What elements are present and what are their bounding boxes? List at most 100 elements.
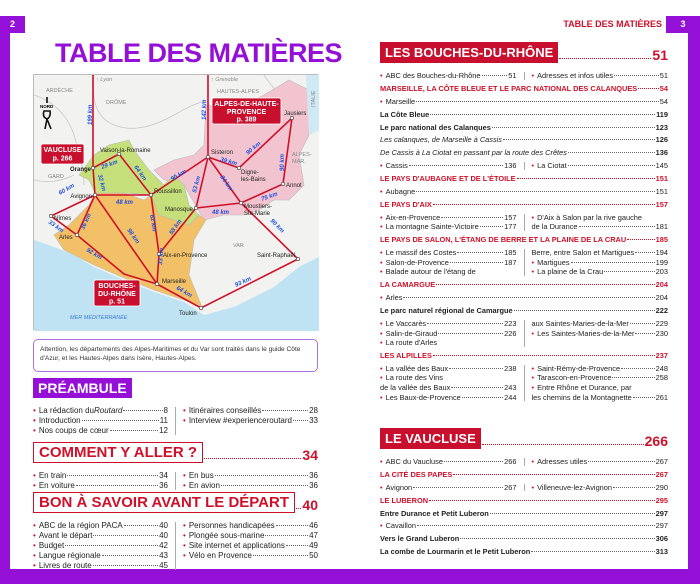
page-number: 47 [309, 531, 318, 540]
section-heading[interactable]: PRÉAMBULE [33, 378, 318, 398]
toc-entry[interactable]: • Interview #experienceroutard 33 [183, 416, 318, 426]
toc-entry[interactable]: de la Durance 181 [532, 222, 669, 232]
toc-entry[interactable]: • D'Aix à Salon par la rive gauche [532, 213, 669, 223]
place-lyon: ↑ Lyon [96, 77, 112, 83]
toc-entry[interactable]: • En bus 36 [183, 471, 318, 481]
toc-entry[interactable]: • La vallée des Baux 238 [380, 364, 517, 374]
toc-entry[interactable]: • ABC des Bouches-du-Rhône 51 [380, 71, 517, 81]
section-heading[interactable]: COMMENT Y ALLER ? 34 [33, 442, 318, 463]
toc-entry[interactable]: • La montagne Sainte-Victoire 177 [380, 222, 517, 232]
subsection-heading[interactable]: LE PAYS DE SALON, L'ÉTANG DE BERRE ET LA… [380, 235, 668, 245]
toc-entry[interactable]: • La rédaction du Routard 8 [33, 406, 168, 416]
toc-entry[interactable]: • En avion 36 [183, 481, 318, 491]
page-number: 50 [309, 551, 318, 560]
toc-entry[interactable]: • Martigues 199 [532, 258, 669, 268]
toc-entry[interactable]: Berre, entre Salon et Martigues 194 [532, 248, 669, 258]
toc-entry[interactable]: • Balade autour de l'étang de [380, 267, 517, 277]
toc-entry[interactable]: • Cavaillon 297 [380, 521, 668, 531]
toc-entry[interactable]: • Les Saintes-Maries-de-la-Mer 230 [532, 329, 669, 339]
dotted-leader [481, 75, 508, 76]
toc-entry[interactable]: • Salon-de-Provence 187 [380, 258, 517, 268]
toc-entry[interactable]: • Avant le départ 40 [33, 531, 168, 541]
toc-entry[interactable]: Le parc national des Calanques 123 [380, 123, 668, 133]
svg-text:BOUCHES-: BOUCHES- [98, 283, 136, 290]
tag-alpes-de-haute-provence[interactable]: ALPES-DE-HAUTE- PROVENCE p. 389 [211, 97, 282, 125]
toc-entry[interactable]: • Aix-en-Provence 157 [380, 213, 517, 223]
subsection-heading[interactable]: LA CAMARGUE 204 [380, 280, 668, 290]
toc-entry[interactable]: • Itinéraires conseillés 28 [183, 406, 318, 416]
toc-entry[interactable]: • Site internet et applications 49 [183, 541, 318, 551]
toc-entry[interactable]: • En train 34 [33, 471, 168, 481]
toc-entry[interactable]: • La route d'Arles [380, 338, 517, 348]
toc-entry[interactable]: Le parc naturel régional de Camargue 222 [380, 306, 668, 316]
toc-entry[interactable]: aux Saintes-Maries-de-la-Mer 229 [532, 319, 669, 329]
section-heading[interactable]: LES BOUCHES-DU-RHÔNE 51 [380, 42, 668, 63]
toc-entry[interactable]: • Villeneuve-lez-Avignon 290 [532, 483, 669, 493]
subsection-heading[interactable]: LA CITÉ DES PAPES 267 [380, 470, 668, 480]
toc-entry[interactable]: • La plaine de la Crau 203 [532, 267, 669, 277]
bullet-icon: • [380, 257, 383, 267]
section-heading[interactable]: LE VAUCLUSE 266 [380, 428, 668, 449]
toc-entry[interactable]: • Le Vaccarès 223 [380, 319, 517, 329]
toc-entry[interactable]: • Le massif des Costes 185 [380, 248, 517, 258]
tag-bouches-du-rhone[interactable]: BOUCHES- DU-RHÔNE p. 51 [93, 279, 141, 307]
toc-entry[interactable]: • Introduction 11 [33, 416, 168, 426]
toc-entry[interactable]: • Personnes handicapées 46 [183, 521, 318, 531]
entry-label: Le Vaccarès [385, 318, 427, 328]
place-orange: Orange [70, 167, 92, 173]
svg-text:PROVENCE: PROVENCE [227, 109, 267, 116]
bullet-icon: • [33, 481, 36, 490]
entry-label: En train [38, 471, 67, 480]
column-divider [523, 162, 525, 170]
dotted-leader [416, 191, 655, 193]
toc-entry[interactable]: La Côte Bleue 119 [380, 110, 668, 120]
toc-entry[interactable]: • Entre Rhône et Durance, par [532, 383, 669, 393]
toc-entry[interactable]: • Langue régionale 43 [33, 551, 168, 561]
toc-entry[interactable]: • Plongée sous-marine 47 [183, 531, 318, 541]
toc-entry[interactable]: • La route des Vins [380, 373, 517, 383]
subsection-heading[interactable]: LE LUBERON 295 [380, 496, 668, 506]
subsection-heading[interactable]: LE PAYS D'AUBAGNE ET DE L'ÉTOILE 151 [380, 174, 668, 184]
toc-entry[interactable]: • Les Baux-de-Provence 244 [380, 393, 517, 403]
toc-entry[interactable]: • Budget 42 [33, 541, 168, 551]
toc-entry[interactable]: • Livres de route 45 [33, 561, 168, 571]
toc-entry[interactable]: • ABC du Vaucluse 266 [380, 457, 517, 467]
place-vaison: Vaison-la-Romaine [100, 148, 151, 154]
svg-text:p. 389: p. 389 [237, 117, 257, 124]
tag-vaucluse[interactable]: VAUCLUSE p. 266 [40, 143, 85, 165]
toc-entry[interactable]: les chemins de la Montagnette 261 [532, 393, 669, 403]
toc-entry[interactable]: • ABC de la région PACA 40 [33, 521, 168, 531]
toc-entry[interactable]: • Salin-de-Giraud 226 [380, 329, 517, 339]
section-heading[interactable]: BON À SAVOIR AVANT LE DÉPART 40 [33, 492, 318, 513]
subsection-heading[interactable]: MARSEILLE, LA CÔTE BLEUE ET LE PARC NATI… [380, 84, 668, 94]
toc-bouches-du-rhone-header: LES BOUCHES-DU-RHÔNE 51 [380, 42, 668, 71]
toc-entry[interactable]: • Saint-Rémy-de-Provence 248 [532, 364, 669, 374]
toc-entry[interactable]: • Vélo en Provence 50 [183, 551, 318, 561]
toc-entry[interactable]: Les calanques, de Marseille à Cassis 126 [380, 135, 668, 145]
toc-entry[interactable]: • Adresses et infos utiles 51 [532, 71, 669, 81]
toc-entry[interactable]: • Adresses utiles 267 [532, 457, 669, 467]
entry-label: Vélo en Provence [188, 551, 252, 560]
toc-entry[interactable]: La combe de Lourmarin et le Petit Lubero… [380, 547, 668, 557]
toc-entry[interactable]: • Tarascon-en-Provence 258 [532, 373, 669, 383]
toc-entry[interactable]: • La Ciotat 145 [532, 161, 669, 171]
bullet-icon: • [380, 222, 383, 232]
subsection-heading[interactable]: LES ALPILLES 237 [380, 351, 668, 361]
toc-entry[interactable]: • Arles 204 [380, 293, 668, 303]
dotted-leader [429, 499, 655, 501]
dotted-leader [635, 332, 655, 334]
toc-entry[interactable]: • En voiture 36 [33, 481, 168, 491]
entry-label: Martigues [537, 257, 570, 267]
dotted-leader [449, 367, 504, 369]
subsection-heading[interactable]: LE PAYS D'AIX 157 [380, 200, 668, 210]
toc-entry[interactable]: • Avignon 267 [380, 483, 517, 493]
toc-entry[interactable]: de la vallée des Baux 243 [380, 383, 517, 393]
toc-entry[interactable]: Vers le Grand Luberon 306 [380, 534, 668, 544]
toc-entry[interactable]: • Aubagne 151 [380, 187, 668, 197]
toc-entry[interactable]: • Marseille 54 [380, 97, 668, 107]
toc-entry[interactable]: Entre Durance et Petit Luberon 297 [380, 509, 668, 519]
toc-entry[interactable]: • Cassis 136 [380, 161, 517, 171]
toc-entry[interactable]: • Nos coups de cœur 12 [33, 426, 168, 436]
bullet-icon: • [380, 248, 383, 258]
toc-entry[interactable]: De Cassis à La Ciotat en passant par la … [380, 148, 668, 158]
